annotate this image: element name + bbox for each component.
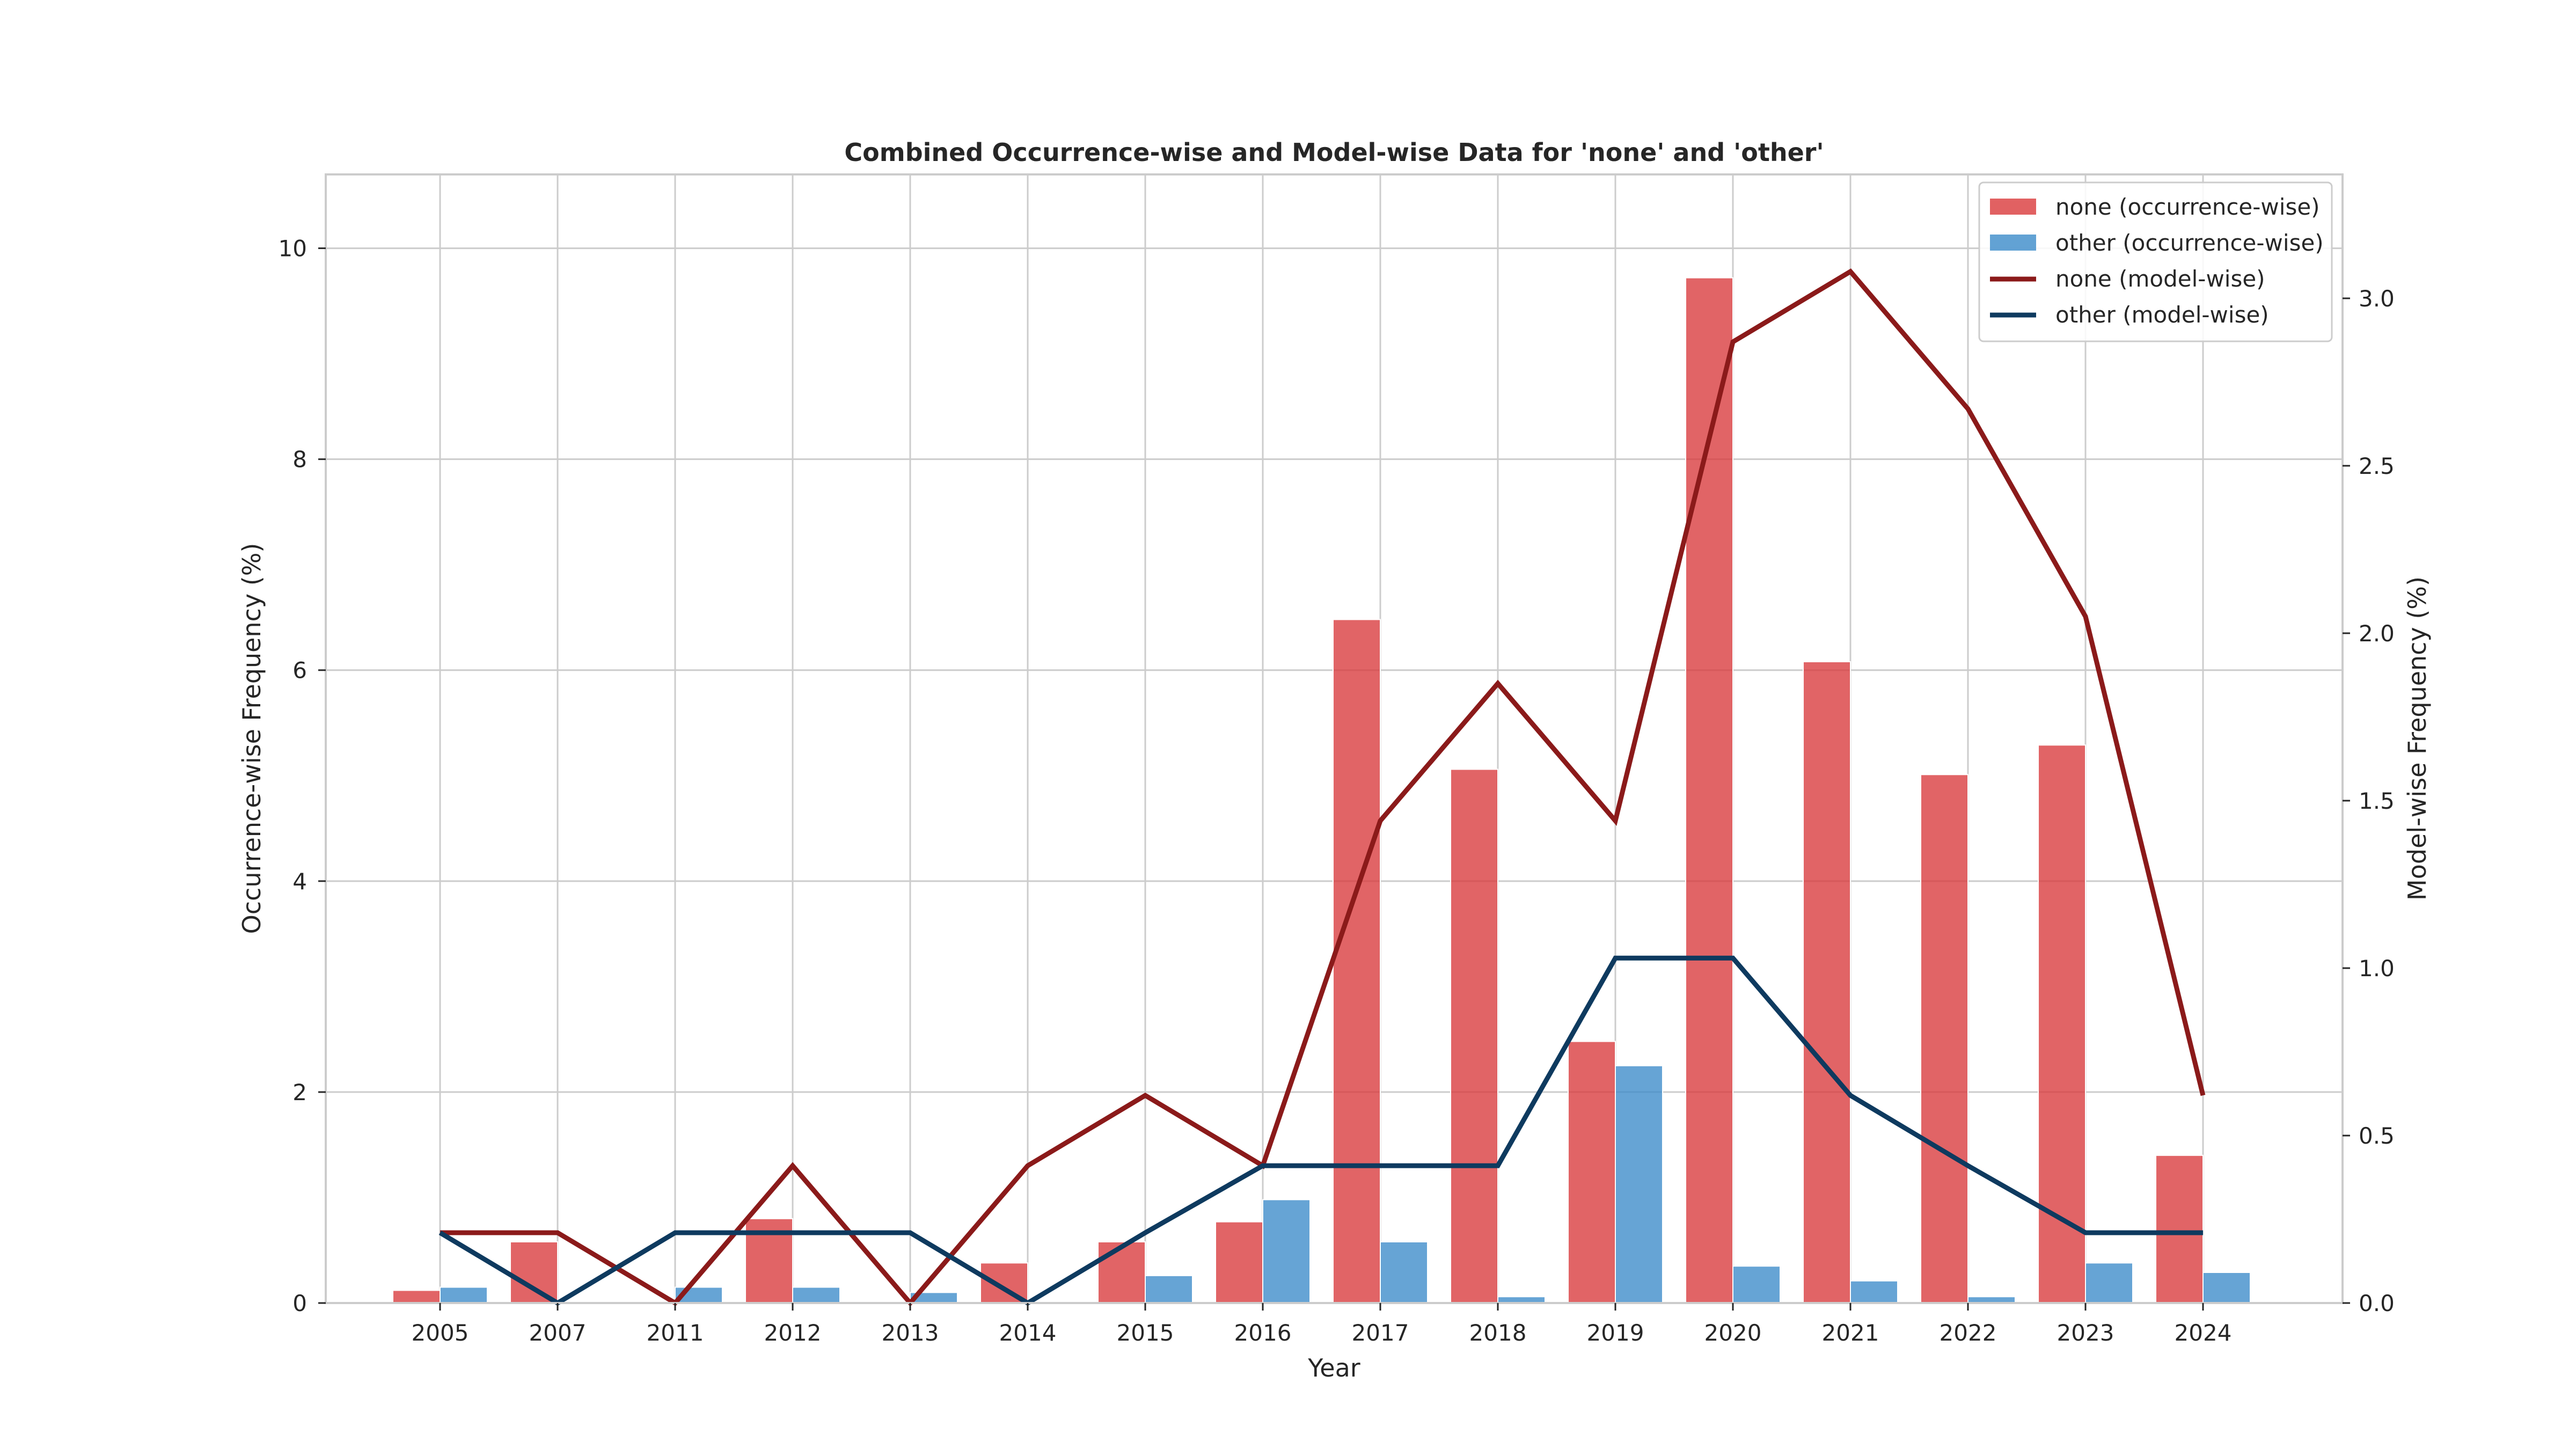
x-tick-label: 2020 [1704, 1320, 1762, 1346]
x-tick-label: 2011 [647, 1320, 704, 1346]
x-tick-label: 2022 [1940, 1320, 1997, 1346]
bar-other-occurrence [793, 1287, 840, 1303]
x-tick-label: 2016 [1234, 1320, 1292, 1346]
bar-other-occurrence [1850, 1281, 1898, 1303]
bar-none-occurrence [1451, 769, 1498, 1303]
bar-other-occurrence [1615, 1066, 1663, 1303]
y2-axis-title: Model-wise Frequency (%) [2403, 576, 2432, 901]
chart-title: Combined Occurrence-wise and Model-wise … [844, 138, 1824, 167]
bar-other-occurrence [1380, 1242, 1428, 1303]
y2-tick-label: 1.5 [2359, 788, 2395, 814]
y2-tick-label: 1.0 [2359, 955, 2395, 982]
bar-none-occurrence [393, 1290, 440, 1303]
y2-tick-label: 2.5 [2359, 453, 2395, 479]
y-tick-label: 0 [292, 1290, 307, 1316]
legend: none (occurrence-wise) other (occurrence… [1979, 182, 2332, 341]
bar-other-occurrence [2085, 1263, 2133, 1303]
legend-label-none-model: none (model-wise) [2055, 266, 2265, 292]
bar-other-occurrence [1263, 1199, 1310, 1303]
bar-none-occurrence [1333, 619, 1380, 1303]
bar-other-occurrence [1145, 1276, 1192, 1303]
bar-none-occurrence [2156, 1155, 2203, 1303]
bar-other-occurrence [1733, 1266, 1780, 1303]
x-tick-label: 2007 [529, 1320, 587, 1346]
y-tick-label: 8 [292, 447, 307, 473]
x-tick-label: 2015 [1117, 1320, 1174, 1346]
bar-none-occurrence [510, 1242, 558, 1303]
y-axis-title: Occurrence-wise Frequency (%) [237, 543, 266, 934]
bar-none-occurrence [1568, 1042, 1615, 1303]
y-tick-label: 2 [292, 1079, 307, 1106]
bar-none-occurrence [1803, 662, 1850, 1303]
legend-swatch-other-occurrence [1990, 235, 2036, 251]
y2-tick-label: 2.0 [2359, 620, 2395, 647]
x-axis-title: Year [1307, 1353, 1360, 1382]
x-tick-label: 2023 [2057, 1320, 2114, 1346]
bar-none-occurrence [1098, 1242, 1145, 1303]
x-tick-label: 2021 [1822, 1320, 1879, 1346]
x-tick-label: 2018 [1469, 1320, 1527, 1346]
legend-swatch-none-occurrence [1990, 199, 2036, 215]
bar-other-occurrence [440, 1287, 487, 1303]
x-tick-label: 2019 [1587, 1320, 1644, 1346]
x-tick-label: 2024 [2175, 1320, 2232, 1346]
y-tick-label: 4 [292, 868, 307, 895]
y2-tick-label: 3.0 [2359, 286, 2395, 312]
legend-label-none-occurrence: none (occurrence-wise) [2055, 194, 2320, 220]
y2-tick-label: 0.0 [2359, 1290, 2395, 1316]
x-tick-label: 2014 [999, 1320, 1057, 1346]
legend-label-other-occurrence: other (occurrence-wise) [2055, 230, 2324, 256]
bar-none-occurrence [1216, 1222, 1263, 1303]
y2-tick-label: 0.5 [2359, 1123, 2395, 1149]
x-tick-label: 2017 [1352, 1320, 1409, 1346]
bar-other-occurrence [2203, 1272, 2250, 1303]
x-tick-label: 2013 [882, 1320, 939, 1346]
y-tick-label: 10 [279, 236, 307, 262]
legend-label-other-model: other (model-wise) [2055, 302, 2269, 328]
x-tick-label: 2012 [764, 1320, 822, 1346]
y-tick-label: 6 [292, 657, 307, 684]
bar-none-occurrence [1921, 774, 1968, 1303]
x-tick-label: 2005 [412, 1320, 469, 1346]
